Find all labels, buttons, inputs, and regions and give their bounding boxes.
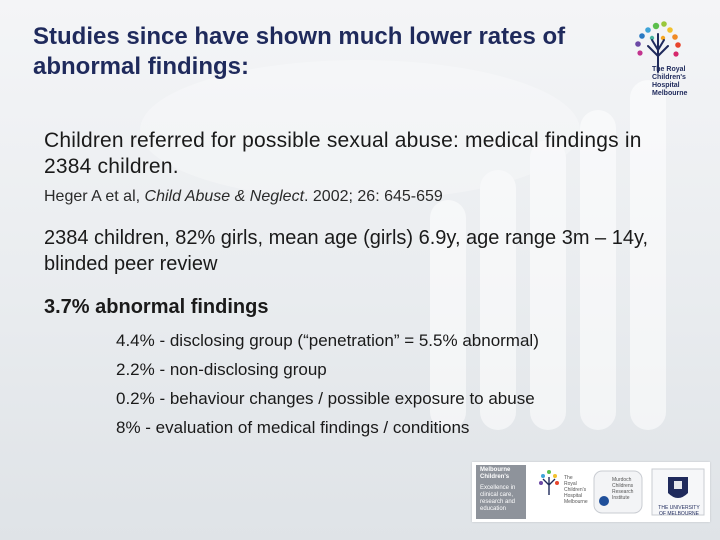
- abnormal-findings-heading: 3.7% abnormal findings: [44, 296, 269, 318]
- mcri-tagline: Excellence in clinical care, research an…: [480, 485, 516, 512]
- citation-journal: Child Abuse & Neglect: [144, 188, 305, 205]
- study-population: 2384 children, 82% girls, mean age (girl…: [44, 227, 649, 275]
- rch-logo-icon: [635, 21, 681, 73]
- list-item: 2.2% - non-disclosing group: [116, 360, 327, 379]
- study-description: Children referred for possible sexual ab…: [44, 129, 642, 178]
- list-item: 0.2% - behaviour changes / possible expo…: [116, 389, 535, 408]
- rch-tree-icon: [539, 470, 559, 495]
- murdoch-text: Murdoch Childrens Research Institute: [612, 477, 634, 501]
- unimelb-crest-icon: [651, 468, 705, 516]
- partner-logos: Melbourne Children's Excellence in clini…: [472, 462, 710, 522]
- citation-details: . 2002; 26: 645-659: [304, 188, 443, 205]
- slide-content: Children referred for possible sexual ab…: [44, 128, 684, 442]
- murdoch-mark-icon: [593, 470, 643, 514]
- unimelb-text: THE UNIVERSITY OF MELBOURNE: [658, 505, 700, 517]
- rch-small-text: The Royal Children's Hospital Melbourne: [564, 475, 588, 505]
- murdoch-logo: Murdoch Childrens Research Institute: [592, 467, 644, 517]
- findings-list: 4.4% - disclosing group (“penetration” =…: [116, 326, 684, 442]
- melbourne-childrens-logo: Melbourne Children's Excellence in clini…: [476, 465, 526, 519]
- rch-small-logo: The Royal Children's Hospital Melbourne: [534, 467, 588, 517]
- logo-text: The Royal Children's Hospital Melbourne: [652, 66, 688, 97]
- unimelb-logo: THE UNIVERSITY OF MELBOURNE: [650, 467, 705, 517]
- citation-authors: Heger A et al,: [44, 188, 141, 205]
- citation: Heger A et al, Child Abuse & Neglect. 20…: [44, 187, 684, 207]
- list-item: 4.4% - disclosing group (“penetration” =…: [116, 331, 539, 350]
- mcri-heading: Melbourne Children's: [480, 467, 511, 480]
- slide-title: Studies since have shown much lower rate…: [33, 23, 566, 80]
- list-item: 8% - evaluation of medical findings / co…: [116, 418, 470, 437]
